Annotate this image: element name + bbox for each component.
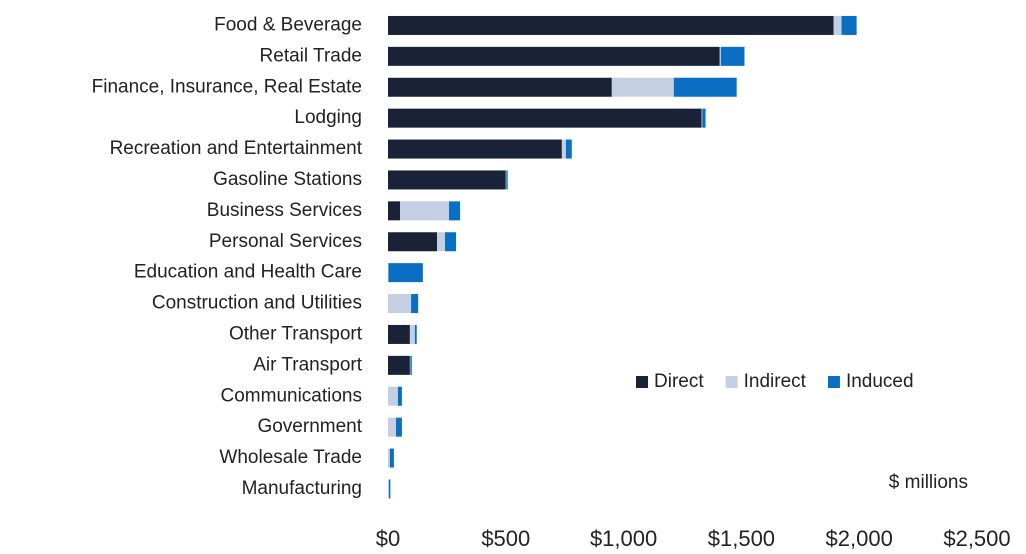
- y-tick-label: Finance, Insurance, Real Estate: [92, 76, 362, 97]
- bar-segment: [411, 294, 419, 314]
- bar-segment: [410, 355, 412, 375]
- y-tick-label: Retail Trade: [260, 45, 362, 66]
- bar-segment: [506, 170, 508, 190]
- bar-segment: [720, 46, 745, 66]
- y-tick-label: Business Services: [207, 200, 362, 221]
- bar-segment: [388, 170, 506, 190]
- bar-segment: [561, 139, 566, 159]
- bar-segment: [833, 15, 842, 35]
- x-tick-label: $2,500: [943, 526, 1010, 551]
- bar-segment: [388, 77, 612, 97]
- bar-segment: [388, 201, 401, 221]
- bar-segment: [400, 201, 450, 221]
- x-tick-label: $2,000: [826, 526, 893, 551]
- x-tick-label: $0: [376, 526, 400, 551]
- bar-segment: [396, 417, 402, 437]
- y-tick-label: Air Transport: [253, 354, 362, 375]
- bar-segment: [388, 355, 410, 375]
- bar-segment: [673, 77, 737, 97]
- bar-segment: [702, 108, 706, 128]
- bar-segment: [388, 448, 390, 468]
- bar-segment: [414, 324, 417, 344]
- y-tick-label: Manufacturing: [242, 478, 362, 499]
- legend-label: Indirect: [744, 371, 807, 392]
- bar-segment: [388, 108, 702, 128]
- legend-swatch: [636, 376, 648, 388]
- units-annotation: $ millions: [889, 472, 968, 493]
- y-tick-label: Recreation and Entertainment: [110, 138, 363, 159]
- bar-segment: [449, 201, 461, 221]
- y-tick-label: Lodging: [294, 107, 362, 128]
- x-tick-label: $1,000: [590, 526, 657, 551]
- legend-swatch: [827, 376, 840, 388]
- bar-segment: [388, 139, 562, 159]
- legend-label: Induced: [846, 371, 914, 392]
- y-tick-label: Food & Beverage: [214, 14, 362, 35]
- bar-segment: [611, 77, 674, 97]
- x-tick-label: $500: [481, 526, 530, 551]
- bar-segment: [409, 324, 415, 344]
- bar-segment: [397, 386, 402, 406]
- y-tick-label: Other Transport: [229, 323, 363, 344]
- bar-segment: [388, 386, 398, 406]
- y-tick-label: Education and Health Care: [134, 262, 362, 283]
- bar-segment: [388, 479, 391, 499]
- y-tick-label: Gasoline Stations: [213, 169, 362, 190]
- bar-segment: [388, 232, 438, 252]
- bar-segment: [389, 448, 394, 468]
- y-tick-label: Communications: [221, 385, 363, 406]
- y-tick-label: Government: [257, 416, 362, 437]
- y-tick-label: Construction and Utilities: [152, 293, 362, 314]
- bar-segment: [388, 263, 423, 283]
- bar-segment: [388, 294, 412, 314]
- bar-segment: [388, 479, 389, 499]
- bar-segment: [437, 232, 446, 252]
- legend-label: Direct: [654, 371, 704, 392]
- bar-segment: [388, 324, 410, 344]
- y-tick-label: Personal Services: [209, 231, 362, 252]
- bar-segment: [701, 108, 703, 128]
- bar-segment: [388, 15, 834, 35]
- legend-swatch: [725, 376, 738, 388]
- bar-segment: [719, 46, 721, 66]
- bar-segment: [565, 139, 572, 159]
- x-tick-label: $1,500: [708, 526, 775, 551]
- bar-segment: [841, 15, 857, 35]
- bar-segment: [445, 232, 457, 252]
- bar-segment: [388, 46, 720, 66]
- bar-segment: [388, 417, 397, 437]
- y-tick-label: Wholesale Trade: [219, 447, 362, 468]
